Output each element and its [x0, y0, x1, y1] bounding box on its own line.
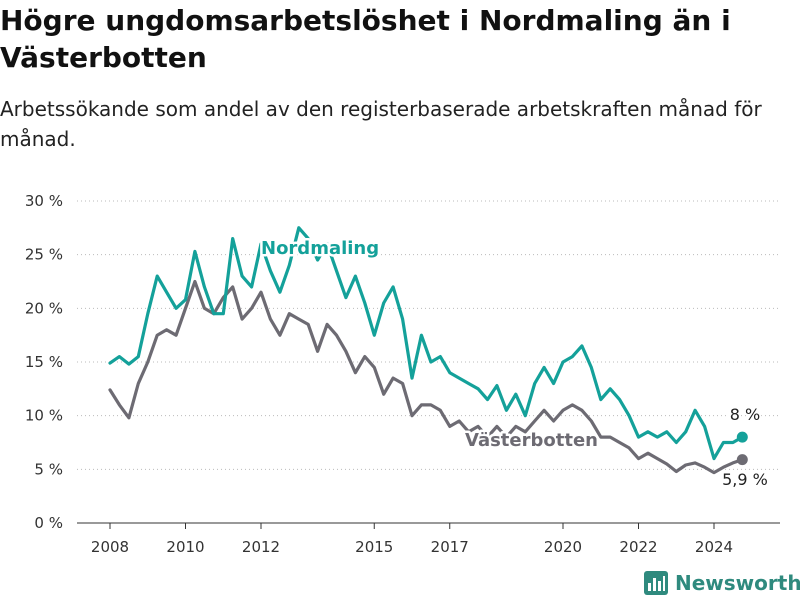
series-labels: Nordmaling Västerbotten 8 % 5,9 %	[259, 236, 770, 492]
series-line-nordmaling	[108, 226, 744, 461]
y-tick-label: 30 %	[25, 192, 63, 210]
end-point-vasterbotten	[736, 454, 748, 466]
x-tick-label: 2024	[695, 538, 733, 556]
x-tick-label: 2015	[355, 538, 393, 556]
y-axis-ticks: 0 % 5 % 10 % 15 % 20 % 25 % 30 %	[25, 192, 63, 532]
x-tick-label: 2012	[242, 538, 280, 556]
x-tick-label: 2022	[619, 538, 657, 556]
chart-subtitle: Arbetssökande som andel av den registerb…	[0, 97, 762, 151]
end-value-label-nordmaling: 8 %	[730, 405, 760, 424]
end-point-nordmaling	[736, 431, 748, 443]
x-tick-label: 2008	[91, 538, 129, 556]
y-tick-label: 25 %	[25, 246, 63, 264]
y-tick-label: 5 %	[34, 460, 63, 478]
x-tick-label: 2017	[431, 538, 469, 556]
y-tick-label: 0 %	[34, 514, 63, 532]
series-line-vasterbotten	[108, 279, 744, 475]
bar-chart-logo-icon	[644, 571, 668, 595]
y-tick-label: 15 %	[25, 353, 63, 371]
series-label-vasterbotten: Västerbotten	[465, 430, 598, 451]
x-tick-label: 2020	[544, 538, 582, 556]
brand-name: Newsworthy	[675, 571, 800, 595]
y-tick-label: 20 %	[25, 299, 63, 317]
series-label-nordmaling: Nordmaling	[261, 238, 379, 259]
chart-title: Högre ungdomsarbetslöshet i Nordmaling ä…	[0, 4, 731, 74]
grid-lines	[77, 200, 780, 470]
x-tick-label: 2010	[166, 538, 204, 556]
end-value-label-vasterbotten: 5,9 %	[722, 470, 768, 489]
newsworthy-logo[interactable]: Newsworthy	[644, 567, 800, 599]
x-axis: 2008 2010 2012 2015 2017 2020 2022 2024	[77, 522, 780, 556]
series-lines	[108, 226, 748, 475]
y-tick-label: 10 %	[25, 407, 63, 425]
